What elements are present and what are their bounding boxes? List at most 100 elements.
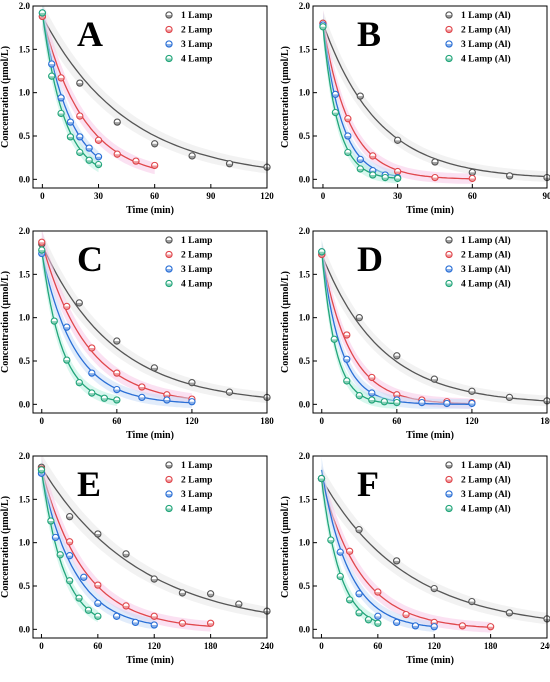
data-point-fill — [52, 537, 59, 541]
data-point-fill — [76, 382, 83, 386]
x-tick-label: 30 — [94, 191, 104, 201]
data-point-fill — [374, 592, 381, 596]
data-point-fill — [38, 250, 45, 254]
y-tick-label: 1.0 — [299, 88, 311, 98]
y-tick-label: 1.0 — [19, 313, 31, 323]
data-point-fill — [113, 373, 120, 377]
y-tick-label: 2.0 — [19, 226, 31, 236]
y-tick-label: 1.5 — [299, 44, 311, 54]
data-point-fill — [506, 175, 513, 179]
x-tick-label: 60 — [112, 416, 122, 426]
data-point-fill — [151, 625, 158, 629]
y-axis-title: Concentration (μmol/L) — [0, 46, 11, 148]
legend-label: 1 Lamp — [181, 461, 212, 471]
data-point-fill — [151, 143, 158, 147]
legend-label: 1 Lamp (Al) — [461, 235, 511, 246]
confidence-band-1 — [41, 456, 267, 619]
legend-label: 4 Lamp (Al) — [461, 54, 511, 65]
data-point-fill — [122, 605, 130, 610]
data-point-fill — [332, 112, 339, 116]
x-tick-label: 90 — [543, 191, 550, 201]
data-point-fill — [337, 576, 344, 580]
data-point-fill — [431, 177, 439, 181]
data-point-fill — [47, 521, 54, 525]
plot-area — [40, 456, 267, 632]
x-tick-label: 120 — [260, 191, 274, 201]
data-point-fill — [57, 97, 65, 101]
data-point-fill — [38, 253, 45, 257]
y-tick-label: 0.0 — [299, 174, 311, 184]
legend-marker-fill — [445, 254, 453, 258]
data-point-fill — [39, 12, 46, 17]
data-point-fill — [39, 16, 46, 20]
x-tick-label: 240 — [260, 641, 274, 651]
plot-frame — [32, 5, 268, 189]
x-tick-label: 120 — [185, 416, 199, 426]
chart-panel-A: 0 30 60 90 120 0.0 0.5 1.0 1.5 2.0 Time (min) Conce… — [0, 1, 274, 216]
y-tick-label: 0.0 — [299, 399, 311, 409]
legend-label: 1 Lamp (Al) — [461, 10, 511, 21]
legend-label: 2 Lamp (Al) — [461, 475, 511, 486]
x-axis-title: Time (min) — [406, 205, 454, 216]
x-axis-title: Time (min) — [126, 430, 174, 441]
legend-marker-fill — [165, 494, 173, 498]
plot-frame — [312, 5, 548, 189]
data-point-fill — [331, 339, 338, 343]
data-point-fill — [85, 610, 92, 614]
data-point-fill — [355, 593, 363, 597]
legend-label: 1 Lamp — [181, 236, 212, 246]
legend-marker-fill — [165, 58, 173, 62]
x-tick-label: 60 — [392, 416, 402, 426]
plot-frame — [32, 230, 268, 414]
legend-marker-fill — [445, 15, 453, 19]
data-point-fill — [95, 140, 102, 144]
data-point-fill — [57, 113, 65, 117]
data-point-fill — [67, 136, 74, 140]
y-tick-label: 2.0 — [299, 226, 311, 236]
x-tick-label: 120 — [427, 641, 441, 651]
chart-panel-C: 0 60 120 180 0.0 0.5 1.0 1.5 2.0 Time (min) Concen… — [0, 226, 274, 441]
data-point-fill — [95, 156, 102, 160]
plot-area — [321, 239, 547, 409]
confidence-band-1 — [321, 465, 547, 625]
data-point-fill — [63, 360, 70, 364]
data-point-fill — [86, 160, 93, 164]
data-point-fill — [138, 387, 145, 391]
data-point-fill — [346, 551, 353, 555]
data-point-fill — [94, 616, 101, 620]
y-tick-label: 2.0 — [19, 1, 31, 11]
data-point-fill — [66, 580, 73, 584]
data-point-fill — [132, 161, 140, 165]
data-point-fill — [506, 397, 513, 401]
data-point-fill — [368, 393, 375, 397]
confidence-band-2 — [321, 241, 472, 409]
data-point-fill — [132, 622, 139, 626]
y-tick-label: 0.0 — [299, 624, 311, 634]
data-point-fill — [113, 389, 120, 393]
data-point-fill — [38, 469, 45, 473]
data-point-fill — [394, 178, 401, 182]
y-axis-title: Concentration (μmol/L) — [280, 46, 291, 148]
y-tick-label: 1.5 — [299, 269, 311, 279]
legend-marker-fill — [445, 508, 453, 512]
data-point-fill — [66, 541, 73, 545]
legend-label: 2 Lamp (Al) — [461, 25, 511, 36]
data-point-fill — [431, 162, 439, 166]
data-point-fill — [431, 379, 438, 383]
x-tick-label: 180 — [204, 641, 218, 651]
confidence-band-1 — [42, 6, 267, 174]
x-axis-title: Time (min) — [406, 430, 454, 441]
x-tick-label: 120 — [147, 641, 161, 651]
data-point-fill — [374, 616, 381, 620]
data-point-fill — [88, 393, 95, 397]
y-tick-label: 1.5 — [299, 494, 311, 504]
legend-label: 2 Lamp (Al) — [461, 250, 511, 261]
data-point-fill — [179, 592, 186, 597]
legend-label: 4 Lamp — [181, 505, 212, 515]
chart-panel-E: 0 60 120 180 240 0.0 0.5 1.0 1.5 2.0 Time (min) Con… — [0, 451, 274, 666]
data-point-fill — [355, 612, 363, 616]
data-point-fill — [188, 382, 196, 386]
data-point-fill — [151, 165, 158, 169]
y-tick-label: 1.5 — [19, 269, 31, 279]
data-point-fill — [365, 619, 372, 623]
